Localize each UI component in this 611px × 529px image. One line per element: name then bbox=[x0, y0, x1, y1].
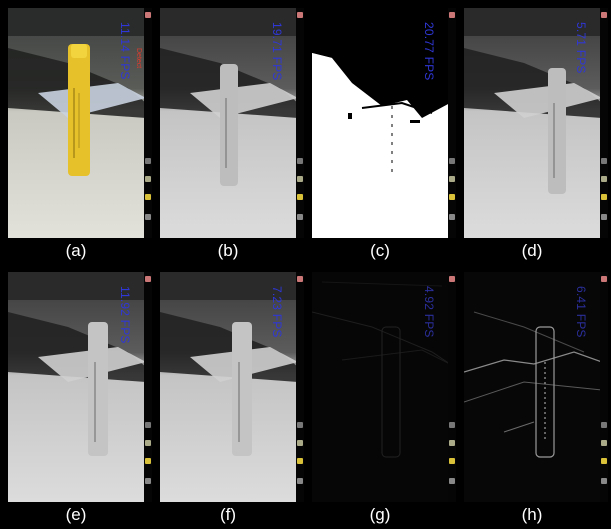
signal-icon bbox=[145, 158, 151, 164]
panel-a: Detect 11.14 FPS (a) bbox=[0, 0, 152, 264]
clock-icon bbox=[145, 478, 151, 484]
wifi-icon bbox=[601, 176, 607, 182]
wifi-icon bbox=[145, 440, 151, 446]
camera-preview-gray: 11.92 FPS bbox=[8, 272, 146, 502]
clock-icon bbox=[449, 214, 455, 220]
panel-b: 19.71 FPS (b) bbox=[152, 0, 304, 264]
panel-caption: (g) bbox=[369, 505, 391, 524]
panel-caption: (f) bbox=[219, 505, 237, 524]
notification-icon bbox=[601, 194, 607, 200]
fps-readout: 7.23 FPS bbox=[270, 286, 284, 338]
notification-icon bbox=[145, 194, 151, 200]
wifi-icon bbox=[601, 440, 607, 446]
signal-icon bbox=[601, 422, 607, 428]
panel-h: 6.41 FPS (h) bbox=[456, 264, 608, 528]
panel-g: 4.92 FPS (g) bbox=[304, 264, 456, 528]
panel-caption: (b) bbox=[217, 241, 239, 260]
signal-icon bbox=[297, 422, 303, 428]
scene-color bbox=[8, 8, 146, 238]
camera-preview-binary: 20.77 FPS bbox=[312, 8, 450, 238]
battery-icon bbox=[297, 12, 303, 18]
signal-icon bbox=[601, 158, 607, 164]
scene-gray bbox=[160, 8, 298, 238]
notification-icon bbox=[449, 458, 455, 464]
status-bar bbox=[144, 8, 152, 238]
signal-icon bbox=[297, 158, 303, 164]
panel-f: 7.23 FPS (f) bbox=[152, 264, 304, 528]
notification-icon bbox=[145, 458, 151, 464]
status-bar bbox=[448, 8, 456, 238]
notification-icon bbox=[297, 458, 303, 464]
wifi-icon bbox=[449, 440, 455, 446]
red-overlay-text: Detect bbox=[135, 48, 142, 69]
fps-readout: 11.14 FPS bbox=[118, 22, 132, 80]
camera-preview-color: Detect 11.14 FPS bbox=[8, 8, 146, 238]
battery-icon bbox=[449, 276, 455, 282]
fps-readout: 4.92 FPS bbox=[422, 286, 436, 338]
fps-readout: 19.71 FPS bbox=[270, 22, 284, 81]
camera-preview-edge-dark: 4.92 FPS bbox=[312, 272, 450, 502]
panel-d: 5.71 FPS (d) bbox=[456, 0, 608, 264]
signal-icon bbox=[145, 422, 151, 428]
status-bar bbox=[144, 272, 152, 502]
scene-edge-dark bbox=[312, 272, 450, 502]
panel-e: 11.92 FPS (e) bbox=[0, 264, 152, 528]
status-bar bbox=[296, 8, 304, 238]
clock-icon bbox=[297, 478, 303, 484]
panel-caption: (h) bbox=[521, 505, 543, 524]
wifi-icon bbox=[297, 440, 303, 446]
panel-caption: (a) bbox=[65, 241, 87, 260]
camera-preview-gray: 7.23 FPS bbox=[160, 272, 298, 502]
panel-caption: (e) bbox=[65, 505, 87, 524]
panel-caption: (d) bbox=[521, 241, 543, 260]
scene-gray bbox=[8, 272, 146, 502]
signal-icon bbox=[449, 158, 455, 164]
fps-readout: 5.71 FPS bbox=[574, 22, 588, 74]
notification-icon bbox=[601, 458, 607, 464]
camera-preview-gray: 19.71 FPS bbox=[160, 8, 298, 238]
fps-readout: 11.92 FPS bbox=[118, 286, 132, 344]
status-bar bbox=[600, 272, 608, 502]
camera-preview-gray: 5.71 FPS bbox=[464, 8, 602, 238]
battery-icon bbox=[145, 12, 151, 18]
panel-caption: (c) bbox=[370, 241, 390, 260]
wifi-icon bbox=[297, 176, 303, 182]
status-bar bbox=[296, 272, 304, 502]
scene-binary bbox=[312, 8, 450, 238]
battery-icon bbox=[601, 12, 607, 18]
battery-icon bbox=[145, 276, 151, 282]
battery-icon bbox=[601, 276, 607, 282]
status-bar bbox=[448, 272, 456, 502]
clock-icon bbox=[145, 214, 151, 220]
camera-preview-edge: 6.41 FPS bbox=[464, 272, 602, 502]
status-bar bbox=[600, 8, 608, 238]
notification-icon bbox=[449, 194, 455, 200]
scene-gray bbox=[464, 8, 602, 238]
clock-icon bbox=[297, 214, 303, 220]
scene-edge bbox=[464, 272, 602, 502]
fps-readout: 6.41 FPS bbox=[574, 286, 588, 338]
clock-icon bbox=[601, 478, 607, 484]
battery-icon bbox=[449, 12, 455, 18]
signal-icon bbox=[449, 422, 455, 428]
notification-icon bbox=[297, 194, 303, 200]
clock-icon bbox=[601, 214, 607, 220]
wifi-icon bbox=[145, 176, 151, 182]
battery-icon bbox=[297, 276, 303, 282]
wifi-icon bbox=[449, 176, 455, 182]
panel-c: 20.77 FPS (c) bbox=[304, 0, 456, 264]
fps-readout: 20.77 FPS bbox=[422, 22, 436, 81]
scene-gray bbox=[160, 272, 298, 502]
clock-icon bbox=[449, 478, 455, 484]
